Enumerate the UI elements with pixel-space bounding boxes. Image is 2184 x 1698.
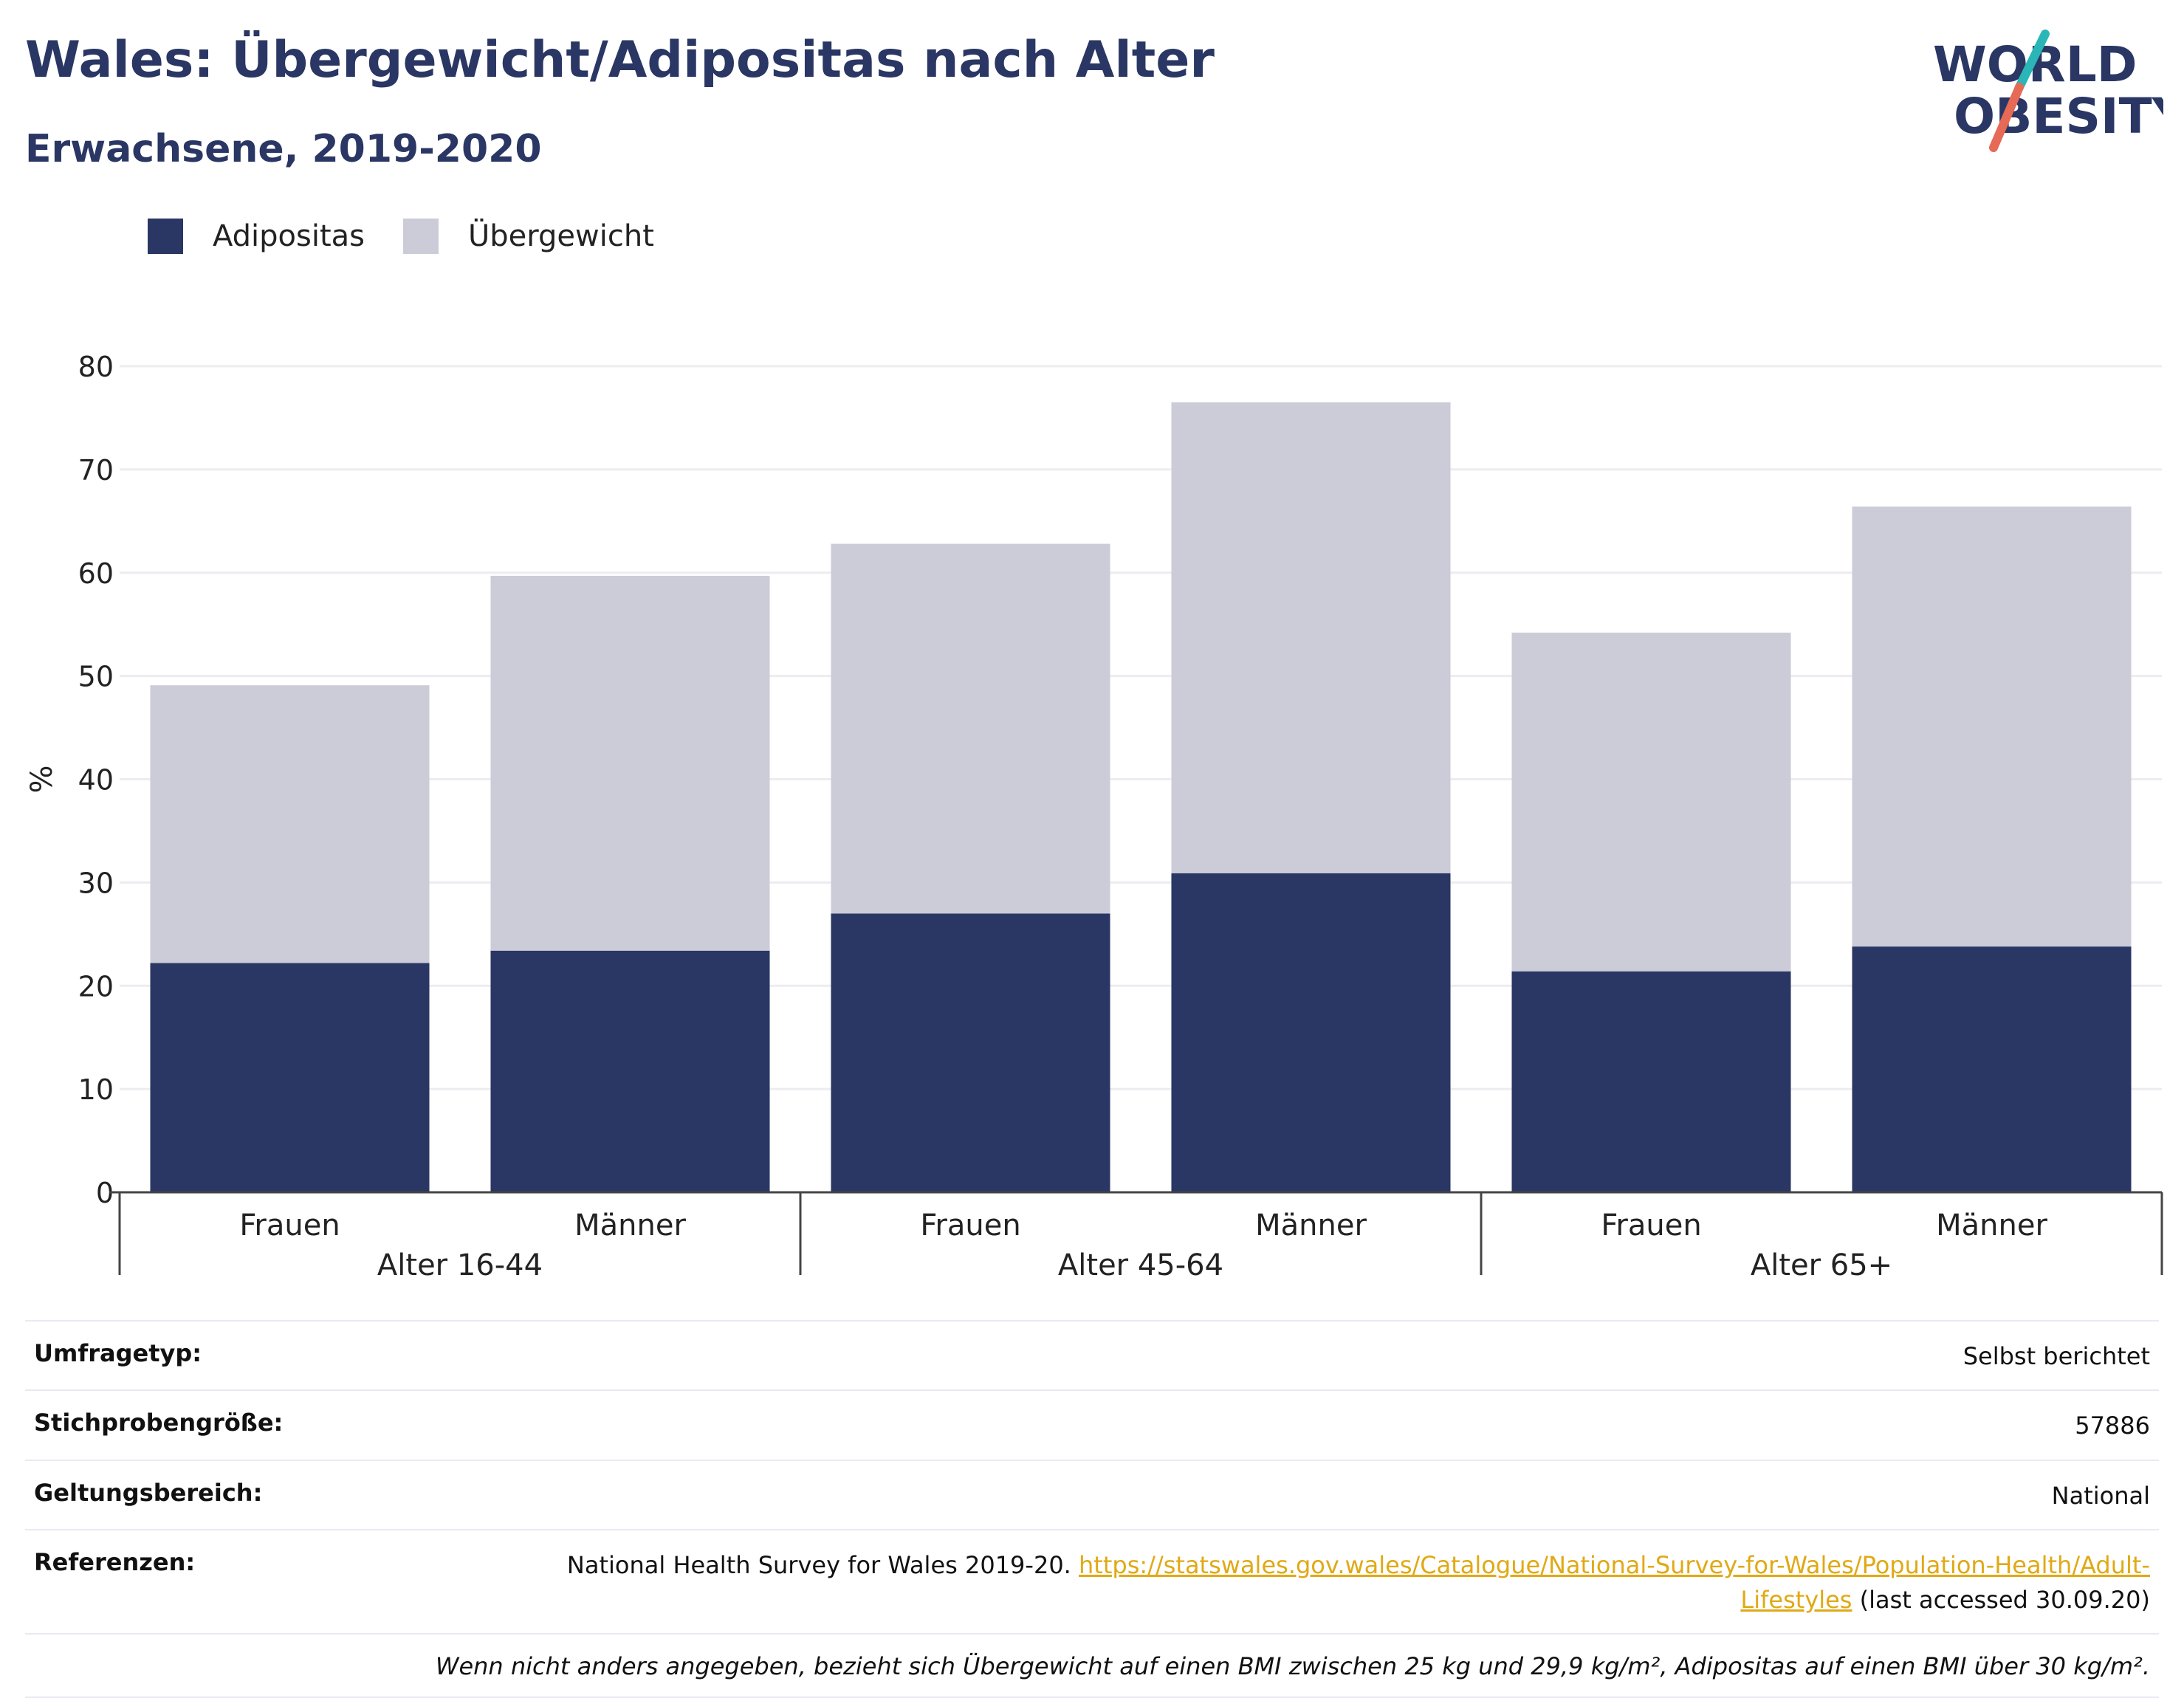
references-value: National Health Survey for Wales 2019-20… [526,1548,2150,1617]
legend-swatch-uebergewicht [403,219,439,254]
legend-label-uebergewicht: Übergewicht [468,219,654,253]
bar-uebergewicht [1852,506,2132,947]
info-label: Stichprobengröße: [34,1409,284,1437]
y-tick-label: 80 [78,351,114,383]
legend-label-adipositas: Adipositas [213,219,365,253]
info-row-scope: Geltungsbereich: National [25,1459,2159,1529]
info-value: 57886 [2075,1412,2150,1440]
group-label: Alter 65+ [1751,1248,1892,1282]
bar-adipositas [150,963,430,1192]
x-tick-label: Männer [574,1209,686,1242]
logo-slash-coral [1989,83,2024,152]
legend-swatch-adipositas [148,219,183,254]
y-tick-label: 30 [78,867,114,899]
references-suffix: (last accessed 30.09.20) [1852,1585,2150,1614]
info-row-survey-type: Umfragetyp: Selbst berichtet [25,1320,2159,1389]
x-tick-label: Männer [1936,1209,2047,1242]
bar-adipositas [1852,946,2132,1192]
legend-item-adipositas[interactable]: Adipositas [148,219,365,254]
references-text: National Health Survey for Wales 2019-20… [566,1551,1079,1580]
info-row-sample-size: Stichprobengröße: 57886 [25,1389,2159,1459]
chart-legend: Adipositas Übergewicht [148,219,693,254]
bar-uebergewicht [1171,402,1451,873]
logo-word-obesity: OBESITY [1954,88,2163,145]
info-value: National [2051,1481,2150,1510]
bar-uebergewicht [490,575,770,951]
x-tick-label: Männer [1255,1209,1367,1242]
group-label: Alter 45-64 [1058,1248,1223,1282]
info-value: Selbst berichtet [1962,1342,2150,1370]
info-row-references: Referenzen: National Health Survey for W… [25,1529,2159,1633]
chart-subtitle: Erwachsene, 2019-2020 [25,127,542,171]
bar-uebergewicht [1511,632,1791,972]
bar-adipositas [1511,971,1791,1192]
info-table: Umfragetyp: Selbst berichtet Stichproben… [25,1320,2159,1698]
info-label: Referenzen: [34,1548,196,1577]
x-tick-label: Frauen [1601,1209,1701,1242]
logo-slash-teal [2015,30,2050,92]
bar-adipositas [831,913,1110,1192]
world-obesity-logo: WORLD OBESITY [1933,30,2163,152]
x-tick-label: Frauen [920,1209,1020,1242]
bar-adipositas [1171,873,1451,1192]
info-label: Geltungsbereich: [34,1478,263,1507]
bar-uebergewicht [150,685,430,963]
y-tick-label: 60 [78,557,114,590]
references-link[interactable]: https://statswales.gov.wales/Catalogue/N… [1079,1551,2150,1614]
y-tick-label: 20 [78,970,114,1003]
info-label: Umfragetyp: [34,1339,202,1367]
x-tick-label: Frauen [239,1209,340,1242]
legend-item-uebergewicht[interactable]: Übergewicht [403,219,654,254]
chart-title: Wales: Übergewicht/Adipositas nach Alter [25,31,1215,89]
bar-uebergewicht [831,543,1110,914]
y-tick-label: 40 [78,764,114,797]
y-tick-label: 50 [78,661,114,693]
y-axis-label: % [25,765,59,793]
bar-adipositas [490,950,770,1192]
y-tick-label: 10 [78,1073,114,1106]
footnote: Wenn nicht anders angegeben, bezieht sic… [25,1632,2159,1698]
y-tick-label: 70 [78,454,114,487]
group-label: Alter 16-44 [377,1248,543,1282]
